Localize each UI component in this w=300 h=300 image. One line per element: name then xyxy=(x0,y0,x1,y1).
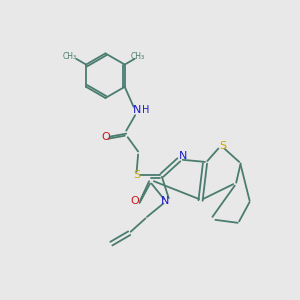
Text: O: O xyxy=(131,196,140,206)
Text: N: N xyxy=(132,105,141,115)
Text: H: H xyxy=(142,105,150,115)
Text: N: N xyxy=(161,196,169,206)
Text: O: O xyxy=(101,132,110,142)
Text: S: S xyxy=(133,170,140,180)
Text: CH₃: CH₃ xyxy=(131,52,145,61)
Text: N: N xyxy=(178,151,187,161)
Text: S: S xyxy=(219,140,226,151)
Text: CH₃: CH₃ xyxy=(63,52,77,61)
